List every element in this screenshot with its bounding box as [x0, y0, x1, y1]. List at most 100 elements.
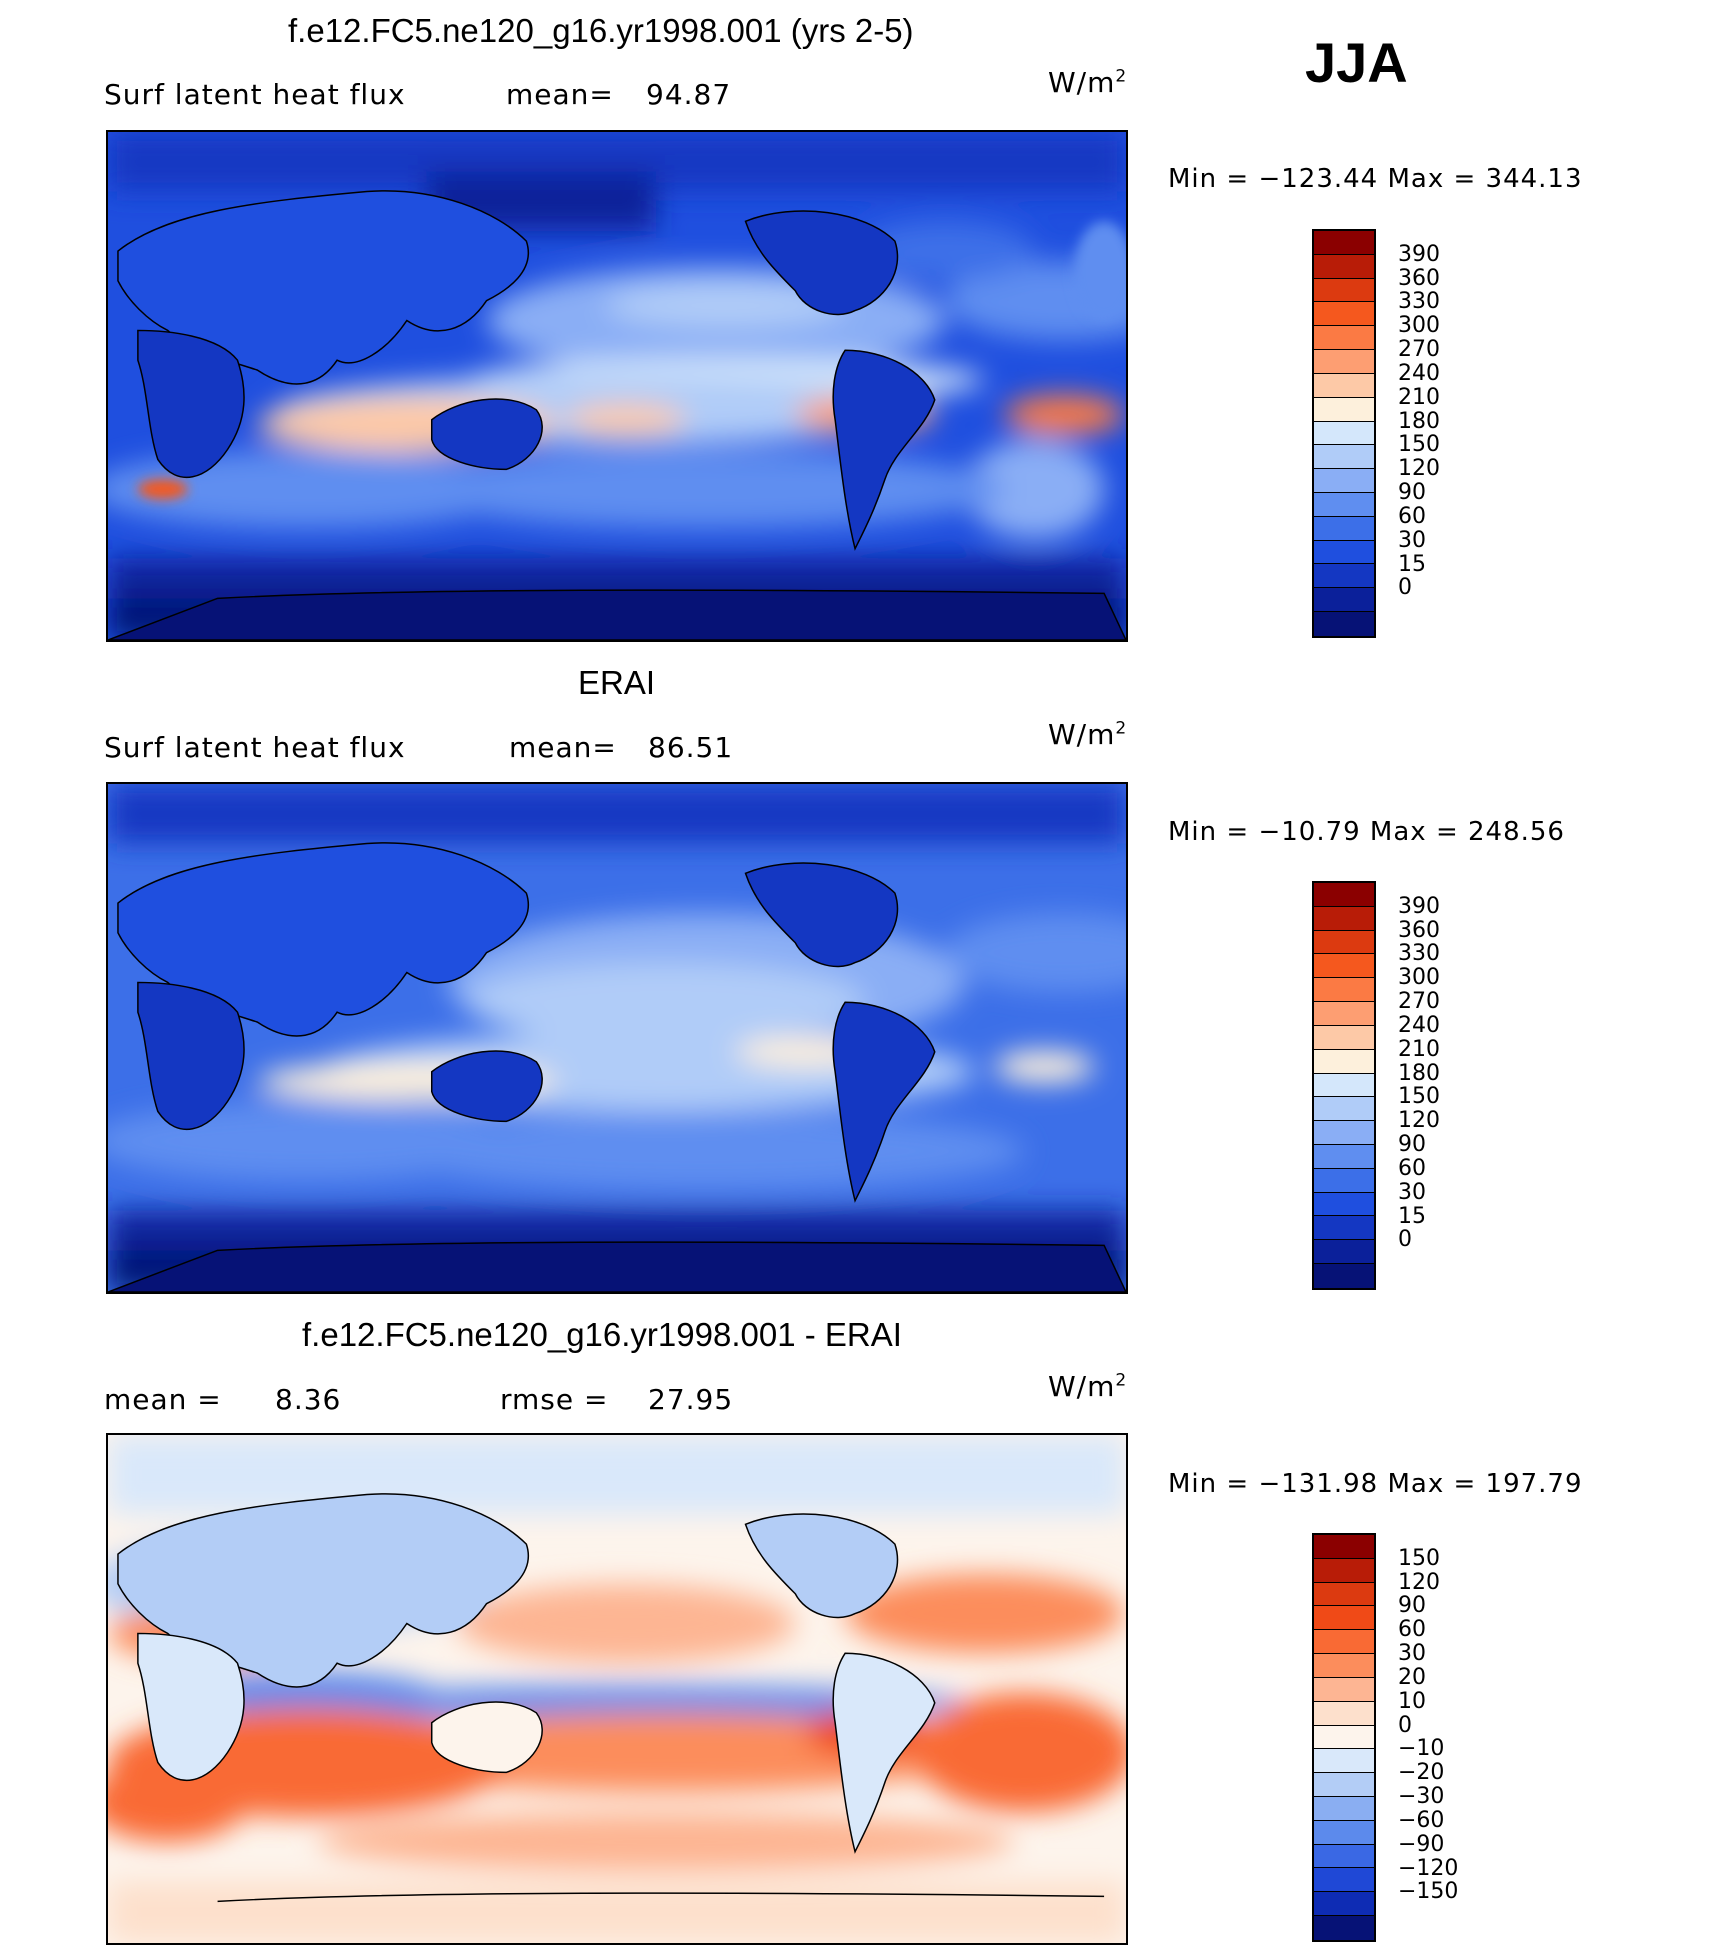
- colorbar-swatch: [1314, 954, 1374, 979]
- colorbar-swatch: [1314, 1868, 1374, 1893]
- panel-3-mean-value: 8.36: [275, 1383, 342, 1416]
- panel-3-units: W/m2: [1048, 1370, 1128, 1403]
- colorbar-tick-label: 30: [1398, 1641, 1426, 1667]
- colorbar-swatch: [1314, 1558, 1374, 1583]
- colorbar-swatch: [1314, 326, 1374, 351]
- panel-1-map: [106, 130, 1128, 642]
- panel-1-coastlines: [108, 190, 1126, 640]
- panel-3-coastlines: [117, 1493, 1105, 1903]
- colorbar-tick-label: 270: [1398, 989, 1440, 1015]
- colorbar-swatch: [1314, 588, 1374, 612]
- colorbar-swatch: [1314, 1796, 1374, 1821]
- colorbar-tick-label: 210: [1398, 1036, 1440, 1062]
- colorbar-swatch: [1314, 1654, 1374, 1678]
- colorbar-tick-label: 390: [1398, 241, 1440, 267]
- panel-1-units: W/m2: [1048, 66, 1128, 99]
- colorbar-tick-label: −60: [1398, 1807, 1445, 1833]
- colorbar-tick-label: 390: [1398, 893, 1440, 919]
- colorbar-tick-label: 30: [1398, 527, 1426, 553]
- colorbar-tick-label: 90: [1398, 1132, 1426, 1158]
- colorbar-tick-label: 210: [1398, 384, 1440, 410]
- colorbar-swatch: [1314, 445, 1374, 470]
- colorbar-tick-label: 20: [1398, 1664, 1426, 1690]
- colorbar-tick-label: −30: [1398, 1784, 1445, 1810]
- colorbar-tick-label: 90: [1398, 480, 1426, 506]
- colorbar-tick-label: 240: [1398, 360, 1440, 386]
- panel-2-mean-label: mean=: [509, 731, 617, 764]
- colorbar-tick-label: 150: [1398, 1545, 1440, 1571]
- colorbar-swatch: [1314, 231, 1374, 255]
- colorbar-swatch: [1314, 1725, 1374, 1750]
- season-label: JJA: [1305, 31, 1408, 94]
- colorbar-tick-label: 0: [1398, 1712, 1412, 1738]
- colorbar-tick-label: −20: [1398, 1760, 1445, 1786]
- panel-1-field: [108, 132, 1126, 640]
- panel-1-variable-label: Surf latent heat flux: [104, 78, 406, 111]
- panel-1-title: f.e12.FC5.ne120_g16.yr1998.001 (yrs 2-5): [288, 12, 914, 49]
- colorbar-tick-label: 180: [1398, 1060, 1440, 1086]
- panel-3-min-max: Min = −131.98 Max = 197.79: [1168, 1469, 1583, 1499]
- colorbar-swatch: [1314, 516, 1374, 541]
- colorbar-tick-label: 300: [1398, 313, 1440, 339]
- panel-2-mean-value: 86.51: [648, 731, 734, 764]
- panel-1-colorbar: [1312, 229, 1376, 638]
- colorbar-swatch: [1314, 1025, 1374, 1050]
- colorbar-swatch: [1314, 883, 1374, 907]
- colorbar-tick-label: 240: [1398, 1012, 1440, 1038]
- colorbar-tick-label: 15: [1398, 1203, 1426, 1229]
- panel-2-coastlines: [108, 842, 1126, 1292]
- colorbar-swatch: [1314, 1073, 1374, 1098]
- colorbar-swatch: [1314, 1121, 1374, 1145]
- colorbar-swatch: [1314, 492, 1374, 517]
- colorbar-tick-label: 120: [1398, 1569, 1440, 1595]
- colorbar-tick-label: 0: [1398, 1227, 1412, 1253]
- colorbar-swatch: [1314, 1216, 1374, 1241]
- colorbar-tick-label: 10: [1398, 1688, 1426, 1714]
- colorbar-swatch: [1314, 1144, 1374, 1169]
- colorbar-swatch: [1314, 1844, 1374, 1869]
- colorbar-tick-label: 0: [1398, 575, 1412, 601]
- colorbar-swatch: [1314, 421, 1374, 446]
- colorbar-swatch: [1314, 978, 1374, 1003]
- colorbar-tick-label: −90: [1398, 1831, 1445, 1857]
- panel-2-field: [108, 784, 1126, 1292]
- colorbar-swatch: [1314, 1701, 1374, 1726]
- colorbar-tick-label: 60: [1398, 503, 1426, 529]
- panel-2-colorbar: [1312, 881, 1376, 1290]
- colorbar-tick-label: 270: [1398, 337, 1440, 363]
- colorbar-swatch: [1314, 1240, 1374, 1264]
- colorbar-swatch: [1314, 1916, 1374, 1940]
- panel-2-map: [106, 782, 1128, 1294]
- panel-3-rmse-label: rmse =: [500, 1383, 609, 1416]
- colorbar-swatch: [1314, 1049, 1374, 1074]
- colorbar-swatch: [1314, 1535, 1374, 1559]
- colorbar-swatch: [1314, 1773, 1374, 1797]
- colorbar-swatch: [1314, 397, 1374, 422]
- panel-2-title: ERAI: [578, 664, 656, 701]
- colorbar-swatch: [1314, 930, 1374, 955]
- colorbar-swatch: [1314, 350, 1374, 374]
- colorbar-tick-label: 360: [1398, 265, 1440, 291]
- colorbar-swatch: [1314, 1582, 1374, 1607]
- panel-2-variable-label: Surf latent heat flux: [104, 731, 406, 764]
- colorbar-swatch: [1314, 1097, 1374, 1122]
- colorbar-tick-label: 330: [1398, 941, 1440, 967]
- colorbar-swatch: [1314, 906, 1374, 931]
- colorbar-swatch: [1314, 254, 1374, 279]
- colorbar-swatch: [1314, 302, 1374, 327]
- colorbar-swatch: [1314, 1264, 1374, 1288]
- colorbar-tick-label: 180: [1398, 408, 1440, 434]
- colorbar-swatch: [1314, 1892, 1374, 1916]
- colorbar-tick-label: 90: [1398, 1593, 1426, 1619]
- colorbar-tick-label: 120: [1398, 456, 1440, 482]
- colorbar-swatch: [1314, 469, 1374, 493]
- colorbar-swatch: [1314, 1677, 1374, 1702]
- panel-2-units: W/m2: [1048, 718, 1128, 751]
- colorbar-swatch: [1314, 278, 1374, 303]
- colorbar-tick-label: 60: [1398, 1617, 1426, 1643]
- colorbar-swatch: [1314, 1192, 1374, 1217]
- panel-1-mean-label: mean=: [506, 78, 614, 111]
- colorbar-swatch: [1314, 1820, 1374, 1845]
- colorbar-swatch: [1314, 1168, 1374, 1193]
- colorbar-tick-label: 15: [1398, 551, 1426, 577]
